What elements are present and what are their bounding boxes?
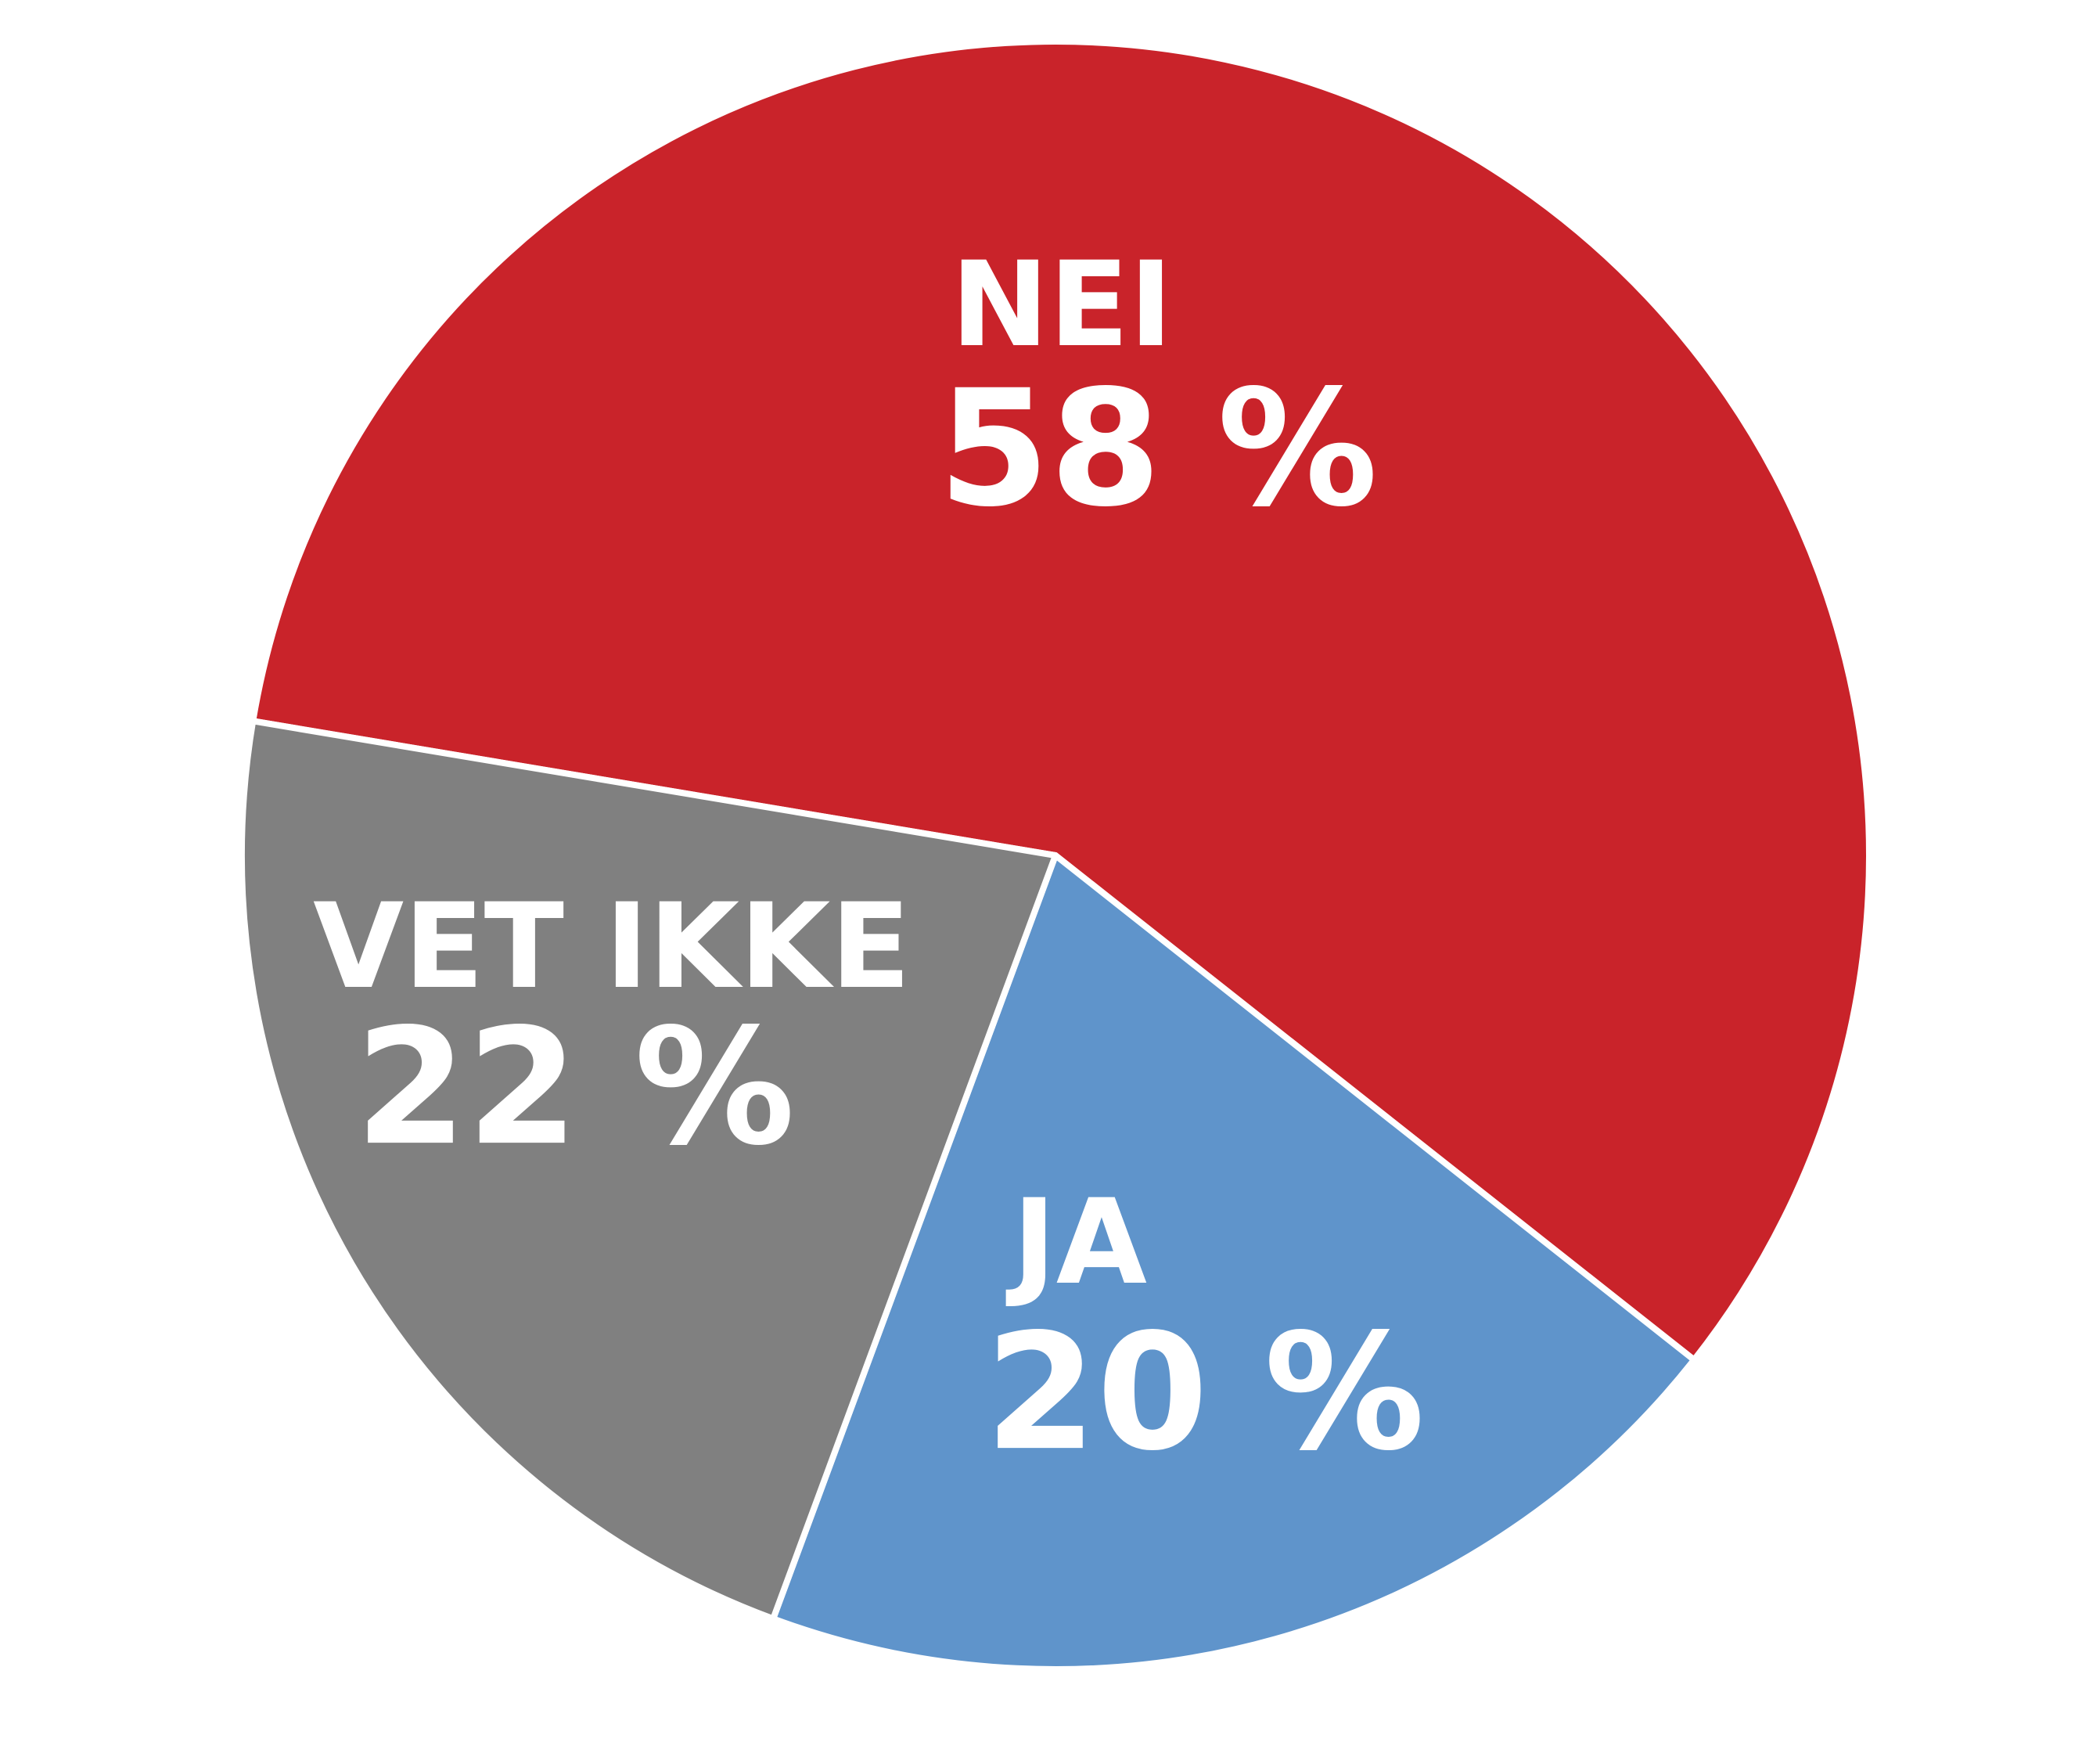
slice-label: VET IKKE bbox=[313, 879, 911, 1015]
value-label: 20 % bbox=[985, 1300, 1425, 1486]
pie-slice bbox=[250, 38, 1872, 1363]
pie-slice bbox=[239, 718, 1059, 1622]
slice-label: JA bbox=[1005, 1175, 1147, 1311]
value-label: 22 % bbox=[355, 995, 795, 1181]
slice-label: NEI bbox=[951, 237, 1173, 373]
pie-slice bbox=[770, 852, 1698, 1672]
value-label: 58 % bbox=[938, 356, 1378, 542]
